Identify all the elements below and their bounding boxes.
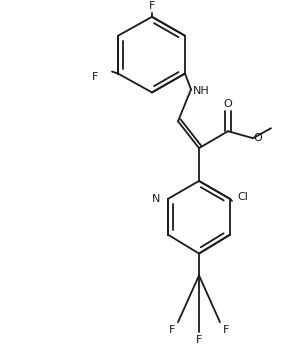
Text: F: F bbox=[169, 325, 175, 335]
Text: O: O bbox=[223, 100, 232, 109]
Text: Cl: Cl bbox=[237, 192, 248, 202]
Text: F: F bbox=[92, 72, 98, 82]
Text: F: F bbox=[223, 325, 229, 335]
Text: O: O bbox=[253, 133, 262, 143]
Text: N: N bbox=[152, 194, 160, 204]
Text: NH: NH bbox=[193, 86, 210, 96]
Text: F: F bbox=[149, 1, 155, 11]
Text: F: F bbox=[196, 335, 202, 345]
